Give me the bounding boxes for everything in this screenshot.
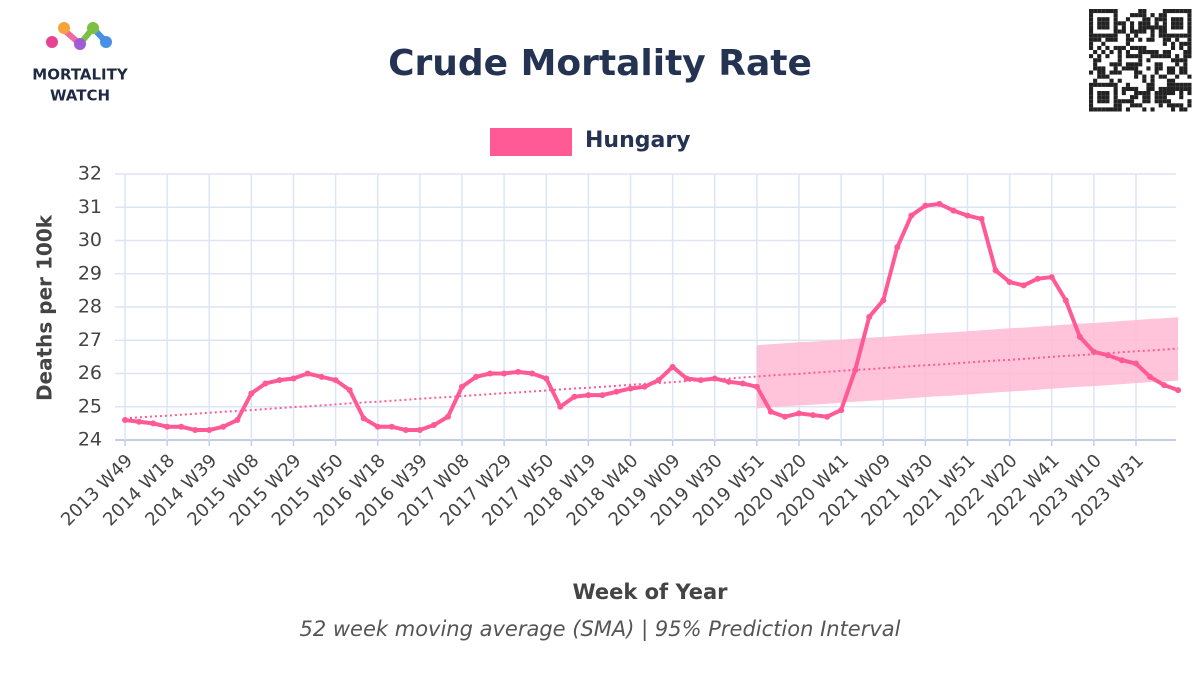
data-point (711, 375, 718, 382)
data-point (473, 373, 480, 380)
data-point (781, 413, 788, 420)
data-point (627, 385, 634, 392)
data-point (304, 370, 311, 377)
data-point (192, 427, 199, 434)
data-point (655, 377, 662, 384)
data-point (866, 313, 873, 320)
data-point (136, 418, 143, 425)
data-point (122, 417, 128, 424)
y-tick-label: 25 (78, 395, 102, 417)
data-point (796, 410, 802, 417)
data-point (164, 423, 171, 430)
data-point (838, 407, 845, 414)
y-tick-label: 26 (78, 362, 102, 384)
y-tick-label: 32 (78, 163, 102, 185)
data-point (992, 267, 999, 274)
data-point (543, 375, 550, 382)
logo-text: WATCH (50, 87, 110, 105)
data-point (459, 383, 465, 390)
data-point (248, 390, 255, 397)
data-point (346, 387, 353, 394)
data-point (430, 422, 437, 429)
data-point (220, 423, 227, 430)
y-tick-label: 27 (78, 329, 102, 351)
data-point (1133, 360, 1139, 367)
chart-title: Crude Mortality Rate (388, 43, 812, 84)
y-tick-label: 28 (78, 296, 102, 318)
data-point (529, 370, 536, 377)
data-point (557, 403, 564, 410)
y-tick-label: 29 (78, 262, 102, 284)
data-point (1034, 275, 1041, 282)
data-point (416, 427, 423, 434)
data-point (880, 297, 887, 304)
data-point (360, 415, 367, 422)
y-tick-label: 30 (78, 229, 102, 251)
data-point (1062, 297, 1069, 304)
data-point (290, 375, 297, 382)
data-point (1118, 357, 1125, 364)
data-point (1090, 348, 1097, 355)
subtitle: 52 week moving average (SMA) | 95% Predi… (299, 617, 900, 642)
data-point (1020, 282, 1027, 289)
data-point (332, 377, 339, 384)
data-point (402, 427, 409, 434)
data-point (1161, 382, 1168, 389)
data-point (178, 423, 185, 430)
data-point (641, 383, 648, 390)
data-point (262, 380, 269, 387)
data-point (487, 370, 494, 377)
data-point (852, 367, 859, 374)
data-point (894, 244, 901, 251)
data-point (374, 423, 381, 430)
data-point (810, 412, 817, 419)
data-point (1076, 333, 1083, 340)
data-point (318, 373, 325, 380)
data-point (613, 388, 620, 395)
data-point (599, 392, 606, 399)
legend-label: Hungary (585, 128, 691, 153)
data-point (908, 212, 915, 219)
data-point (571, 393, 578, 400)
data-point (964, 212, 971, 219)
data-point (206, 427, 213, 434)
data-point (1175, 387, 1182, 394)
data-point (753, 383, 760, 390)
data-point (1104, 352, 1111, 359)
data-point (150, 420, 157, 427)
data-point (725, 378, 732, 385)
series-line (124, 201, 1179, 433)
data-point (824, 413, 831, 420)
data-point (1147, 373, 1154, 380)
data-point (276, 377, 283, 384)
x-axis-title: Week of Year (572, 580, 728, 604)
y-axis-title: Deaths per 100k (33, 214, 57, 401)
data-point (767, 408, 774, 415)
trend-line (124, 347, 1179, 420)
logo-icon (46, 22, 112, 50)
data-point (501, 370, 508, 377)
data-point (669, 363, 676, 370)
qr-code (1089, 9, 1192, 112)
logo-text: MORTALITY (32, 66, 129, 84)
data-point (950, 207, 957, 214)
data-point (739, 380, 746, 387)
data-point (922, 202, 929, 209)
y-tick-label: 24 (78, 429, 102, 451)
data-point (936, 200, 943, 207)
data-point (585, 392, 592, 399)
data-point (978, 215, 985, 222)
legend-swatch (490, 128, 572, 156)
data-point (515, 368, 522, 375)
data-point (234, 417, 241, 424)
data-point (683, 375, 690, 382)
data-point (444, 413, 451, 420)
data-point (1048, 274, 1055, 281)
data-point (697, 377, 704, 384)
y-tick-label: 31 (78, 196, 102, 218)
data-point (388, 423, 395, 430)
data-point (1006, 279, 1013, 286)
